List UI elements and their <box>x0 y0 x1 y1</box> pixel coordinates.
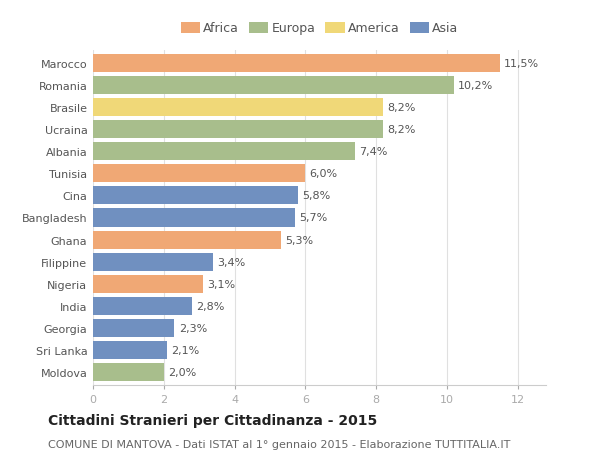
Text: 6,0%: 6,0% <box>310 169 338 179</box>
Bar <box>93 55 500 73</box>
Text: 2,0%: 2,0% <box>168 367 196 377</box>
Text: 2,8%: 2,8% <box>196 301 225 311</box>
Text: Cittadini Stranieri per Cittadinanza - 2015: Cittadini Stranieri per Cittadinanza - 2… <box>48 414 377 428</box>
Text: 10,2%: 10,2% <box>458 81 493 91</box>
Text: 5,8%: 5,8% <box>302 191 331 201</box>
Bar <box>93 165 305 183</box>
Text: 8,2%: 8,2% <box>388 103 416 113</box>
Bar <box>93 297 192 315</box>
Text: 5,3%: 5,3% <box>285 235 313 245</box>
Text: 7,4%: 7,4% <box>359 147 388 157</box>
Text: 3,1%: 3,1% <box>207 279 235 289</box>
Bar <box>93 77 454 95</box>
Bar <box>93 363 164 381</box>
Bar <box>93 275 203 293</box>
Bar <box>93 341 167 359</box>
Text: 2,1%: 2,1% <box>172 345 200 355</box>
Text: 2,3%: 2,3% <box>179 323 207 333</box>
Text: 8,2%: 8,2% <box>388 125 416 135</box>
Bar <box>93 231 281 249</box>
Bar <box>93 143 355 161</box>
Legend: Africa, Europa, America, Asia: Africa, Europa, America, Asia <box>178 20 461 38</box>
Text: 11,5%: 11,5% <box>504 59 539 69</box>
Bar <box>93 253 214 271</box>
Bar <box>93 187 298 205</box>
Text: COMUNE DI MANTOVA - Dati ISTAT al 1° gennaio 2015 - Elaborazione TUTTITALIA.IT: COMUNE DI MANTOVA - Dati ISTAT al 1° gen… <box>48 440 511 449</box>
Bar <box>93 99 383 117</box>
Bar <box>93 319 175 337</box>
Text: 5,7%: 5,7% <box>299 213 327 223</box>
Text: 3,4%: 3,4% <box>218 257 246 267</box>
Bar <box>93 209 295 227</box>
Bar <box>93 121 383 139</box>
